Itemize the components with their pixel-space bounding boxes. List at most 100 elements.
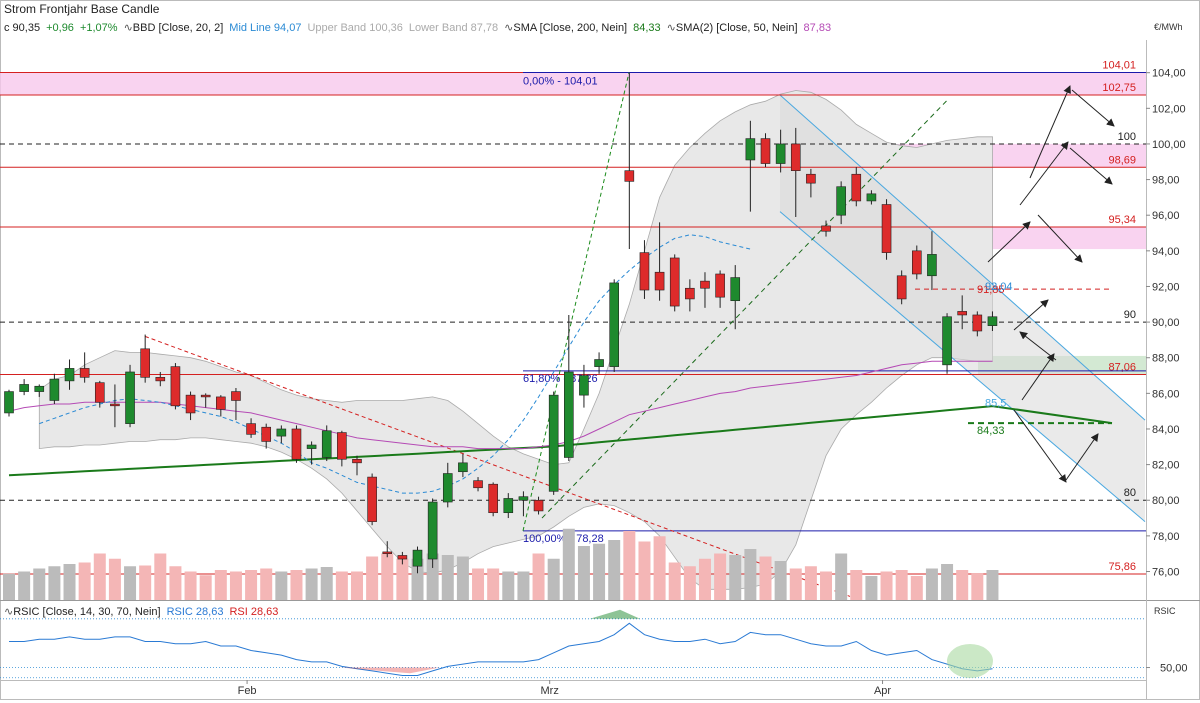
candle-body <box>790 143 801 171</box>
candle-body <box>745 138 756 161</box>
volume-bar <box>154 553 167 600</box>
candle-body <box>427 501 438 560</box>
volume-bar <box>623 531 636 600</box>
rsi-legend: ∿RSIC [Close, 14, 30, 70, Nein] RSIC 28,6… <box>4 605 284 618</box>
volume-bar <box>305 568 318 600</box>
candle-body <box>261 426 272 442</box>
rsic-value: RSIC 28,63 <box>166 606 224 618</box>
sma200-value: 84,33 <box>633 22 661 34</box>
volume-bar <box>774 561 787 600</box>
volume-bar <box>668 562 681 600</box>
volume-bar <box>698 558 711 600</box>
volume-bar <box>850 570 863 600</box>
volume-bar <box>744 549 757 600</box>
forecast-arrow <box>1013 409 1067 483</box>
indicator-legend: c 90,35 +0,96 +1,07% ∿BBD [Close, 20, 2] Mid… <box>4 21 837 34</box>
candle-body <box>110 403 120 407</box>
candle-body <box>760 138 771 164</box>
volume-bar <box>729 555 742 600</box>
volume-bar <box>245 570 258 600</box>
y-tick-label: 94,00 <box>1152 246 1180 258</box>
rsi-highlight-circle <box>947 644 993 678</box>
candle-body <box>609 282 620 367</box>
mid-line-value: Mid Line 94,07 <box>229 22 302 34</box>
y-tick-label: 78,00 <box>1152 531 1180 543</box>
candle-body <box>231 391 241 401</box>
volume-bar <box>608 540 621 600</box>
candle-body <box>412 549 423 567</box>
y-tick-label: 84,00 <box>1152 424 1180 436</box>
candle-body <box>669 257 680 307</box>
bbd-icon: ∿ <box>123 22 133 34</box>
candle-body <box>639 252 650 291</box>
volume-bar <box>108 558 121 600</box>
volume-bar <box>593 543 606 600</box>
rsi-label: RSIC [Close, 14, 30, 70, Nein] <box>13 606 161 618</box>
candle-body <box>306 444 317 449</box>
candle-body <box>488 483 498 514</box>
round-level-label: 90 <box>1124 309 1136 321</box>
candle-body <box>155 377 166 382</box>
candle-body <box>321 430 332 458</box>
candle-body <box>34 385 45 392</box>
candle-body <box>881 204 892 253</box>
volume-bar <box>910 576 923 600</box>
resistance-label: 75,86 <box>1108 561 1136 573</box>
resistance-label: 104,01 <box>1102 60 1136 72</box>
volume-bar <box>895 570 908 600</box>
sma50-label: SMA(2) [Close, 50, Nein] <box>675 22 798 34</box>
volume-bar <box>820 571 833 600</box>
bbd-label: BBD [Close, 20, 2] <box>132 22 224 34</box>
volume-bar <box>683 566 696 600</box>
candle-body <box>972 314 983 332</box>
candle-body <box>352 458 362 464</box>
channel-bottom <box>779 211 1146 522</box>
candle-body <box>170 366 181 407</box>
volume-bar <box>169 566 182 600</box>
candle-body <box>200 394 211 398</box>
volume-bar <box>789 568 802 600</box>
candle-body <box>957 311 967 316</box>
volume-bar <box>229 571 242 600</box>
upper-band-value: Upper Band 100,36 <box>307 22 403 34</box>
candle-body <box>94 382 105 403</box>
candle-body <box>715 273 725 298</box>
zone-mid <box>978 226 1146 250</box>
y-tick-label: 104,00 <box>1152 68 1186 80</box>
candle-body <box>125 371 135 424</box>
candle-body <box>276 428 287 437</box>
candle-body <box>896 275 907 300</box>
uptrend-line <box>541 99 949 519</box>
rsi-value: RSI 28,63 <box>229 606 279 618</box>
candle-body <box>19 384 29 392</box>
volume-bar <box>547 558 560 600</box>
forecast-arrow <box>1021 353 1055 401</box>
volume-bar <box>366 556 379 600</box>
resistance-label: 102,75 <box>1102 82 1136 94</box>
forecast-arrow <box>1071 89 1115 127</box>
candle-body <box>548 394 559 492</box>
candle-body <box>851 173 862 202</box>
change-pct: +1,07% <box>79 22 118 34</box>
y-axis-unit: €/MWh <box>1154 22 1183 32</box>
volume-bar <box>63 564 76 600</box>
candle-body <box>775 143 786 164</box>
y-tick-label: 90,00 <box>1152 317 1180 329</box>
value-annotation: 85,5 <box>985 397 1006 409</box>
candle-body <box>397 555 408 560</box>
volume-bar <box>411 558 424 600</box>
volume-bar <box>441 555 454 600</box>
volume-bar <box>396 558 409 600</box>
candle-body <box>185 394 196 414</box>
sma50-value: 87,83 <box>803 22 832 34</box>
y-tick-label: 82,00 <box>1152 460 1180 472</box>
volume-bar <box>456 556 469 600</box>
y-tick-label: 88,00 <box>1152 353 1180 365</box>
volume-bar <box>941 564 954 600</box>
close-value: c 90,35 <box>4 22 41 34</box>
volume-bar <box>426 553 439 600</box>
candle-body <box>4 391 14 414</box>
fib-label: 61,80% - 87,26 <box>523 373 598 385</box>
volume-bar <box>381 553 394 600</box>
